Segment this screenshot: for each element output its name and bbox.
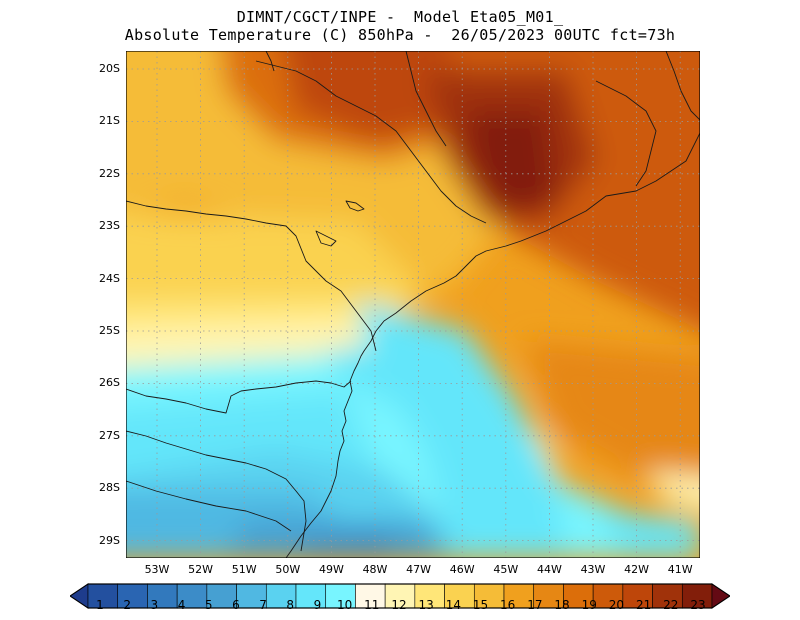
colorbar-label: 18 <box>554 598 570 612</box>
colorbar-swatch <box>711 583 730 609</box>
colorbar-label: 9 <box>313 598 322 612</box>
latitude-label: 22S <box>99 166 120 180</box>
latitude-label: 25S <box>99 324 120 337</box>
longitude-label: 46W <box>449 563 475 576</box>
colorbar-label: 6 <box>232 598 240 612</box>
longitude-label: 47W <box>406 563 432 576</box>
latitude-label: 28S <box>99 481 120 495</box>
colorbar-label: 14 <box>445 598 461 612</box>
colorbar-label: 10 <box>336 598 353 612</box>
colorbar-label: 12 <box>391 598 407 612</box>
colorbar-label: 7 <box>259 598 267 612</box>
colorbar-swatch <box>147 583 178 609</box>
colorbar-swatch <box>533 583 564 609</box>
longitude-label: 52W <box>188 563 214 576</box>
colorbar-label: 16 <box>500 598 516 612</box>
colorbar-swatch <box>652 583 683 609</box>
longitude-label: 49W <box>318 563 344 576</box>
temperature-map <box>126 51 700 558</box>
latitude-label: 21S <box>99 114 120 128</box>
colorbar <box>70 583 730 609</box>
latitude-label: 23S <box>99 219 120 233</box>
colorbar-label: 2 <box>123 598 131 612</box>
longitude-label: 44W <box>536 563 562 576</box>
colorbar-label: 19 <box>581 598 597 612</box>
longitude-label: 50W <box>275 563 301 576</box>
graticule <box>126 51 700 558</box>
colorbar-label: 15 <box>472 598 489 612</box>
latitude-label: 27S <box>99 428 120 442</box>
colorbar-swatch <box>622 583 653 609</box>
latitude-label: 26S <box>99 376 120 390</box>
colorbar-label: 21 <box>635 598 652 612</box>
longitude-label: 41W <box>667 563 693 576</box>
temperature-field <box>126 51 700 558</box>
colorbar-swatch <box>473 583 505 609</box>
colorbar-swatch <box>355 583 386 609</box>
colorbar-swatch <box>414 583 445 609</box>
longitude-label: 51W <box>231 563 257 576</box>
colorbar-label: 22 <box>663 598 679 612</box>
colorbar-label: 5 <box>204 598 213 612</box>
colorbar-label: 3 <box>150 598 159 612</box>
colorbar-swatch <box>265 583 297 609</box>
title-line-2: Absolute Temperature (C) 850hPa - 26/05/… <box>124 26 676 44</box>
latitude-label: 20S <box>99 62 120 75</box>
colorbar-swatch <box>236 583 267 609</box>
colorbar-swatch <box>87 583 119 609</box>
longitude-label: 53W <box>144 563 170 576</box>
colorbar-label: 11 <box>364 598 380 612</box>
colorbar-swatch <box>444 583 475 609</box>
colorbar-label: 4 <box>177 598 186 612</box>
title-line-1: DIMNT/CGCT/INPE - Model Eta05_M01_ <box>236 8 564 26</box>
colorbar-label: 17 <box>527 598 543 612</box>
colorbar-swatch <box>70 583 89 609</box>
colorbar-label: 23 <box>690 598 706 612</box>
colorbar-swatch <box>206 583 237 609</box>
coastline-and-borders <box>126 51 700 558</box>
latitude-label: 24S <box>99 271 120 285</box>
longitude-label: 42W <box>624 563 650 576</box>
colorbar-label: 20 <box>608 598 625 612</box>
longitude-label: 48W <box>362 563 388 576</box>
colorbar-label: 8 <box>286 598 295 612</box>
colorbar-swatch <box>117 583 148 609</box>
colorbar-label: 13 <box>418 598 434 612</box>
longitude-label: 43W <box>580 563 606 576</box>
longitude-label: 45W <box>493 563 519 576</box>
colorbar-label: 1 <box>96 598 104 612</box>
latitude-label: 29S <box>99 533 120 547</box>
